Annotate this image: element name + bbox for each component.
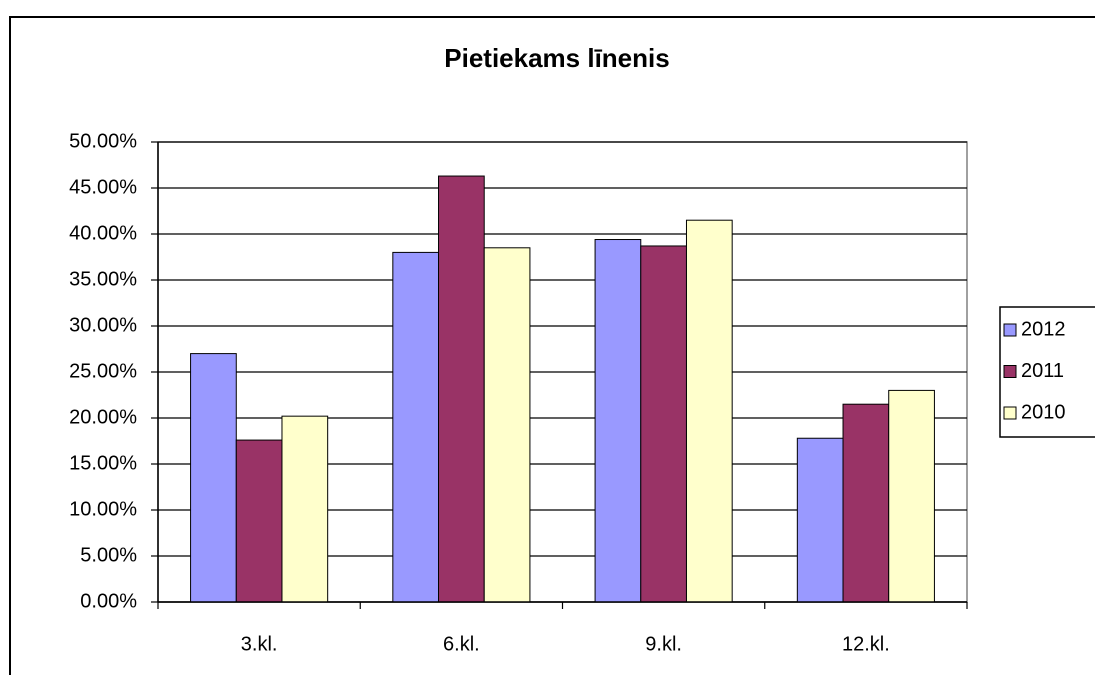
legend-label: 2012: [1021, 318, 1066, 340]
bar: [640, 245, 687, 603]
legend-swatch: [1003, 365, 1017, 378]
bar: [842, 403, 890, 603]
y-tick-label: 45.00%: [69, 176, 137, 198]
legend-swatch: [1003, 323, 1017, 337]
bar: [281, 415, 329, 603]
bar: [796, 437, 844, 603]
bar: [392, 251, 440, 603]
y-tick-label: 40.00%: [69, 222, 137, 244]
bar: [888, 389, 935, 603]
bar: [438, 175, 485, 603]
y-tick-label: 0.00%: [80, 590, 137, 612]
y-tick-label: 30.00%: [69, 314, 137, 336]
y-tick-label: 10.00%: [69, 498, 137, 520]
y-tick-label: 5.00%: [80, 544, 137, 566]
bar: [483, 247, 531, 603]
bar: [235, 439, 283, 603]
y-tick-label: 15.00%: [69, 452, 137, 474]
chart-title: Pietiekams līnenis: [444, 43, 669, 73]
legend-label: 2010: [1021, 401, 1066, 423]
y-tick-label: 50.00%: [69, 130, 137, 152]
y-tick-label: 20.00%: [69, 406, 137, 428]
y-tick-label: 25.00%: [69, 360, 137, 382]
x-tick-label: 6.kl.: [443, 633, 480, 655]
bar: [594, 239, 642, 603]
x-tick-label: 12.kl.: [842, 633, 890, 655]
bar: [685, 219, 733, 603]
legend-swatch: [1003, 406, 1017, 420]
bar: [190, 353, 237, 603]
y-tick-label: 35.00%: [69, 268, 137, 290]
x-tick-label: 9.kl.: [645, 633, 682, 655]
x-tick-label: 3.kl.: [241, 633, 278, 655]
legend-label: 2011: [1021, 360, 1064, 382]
